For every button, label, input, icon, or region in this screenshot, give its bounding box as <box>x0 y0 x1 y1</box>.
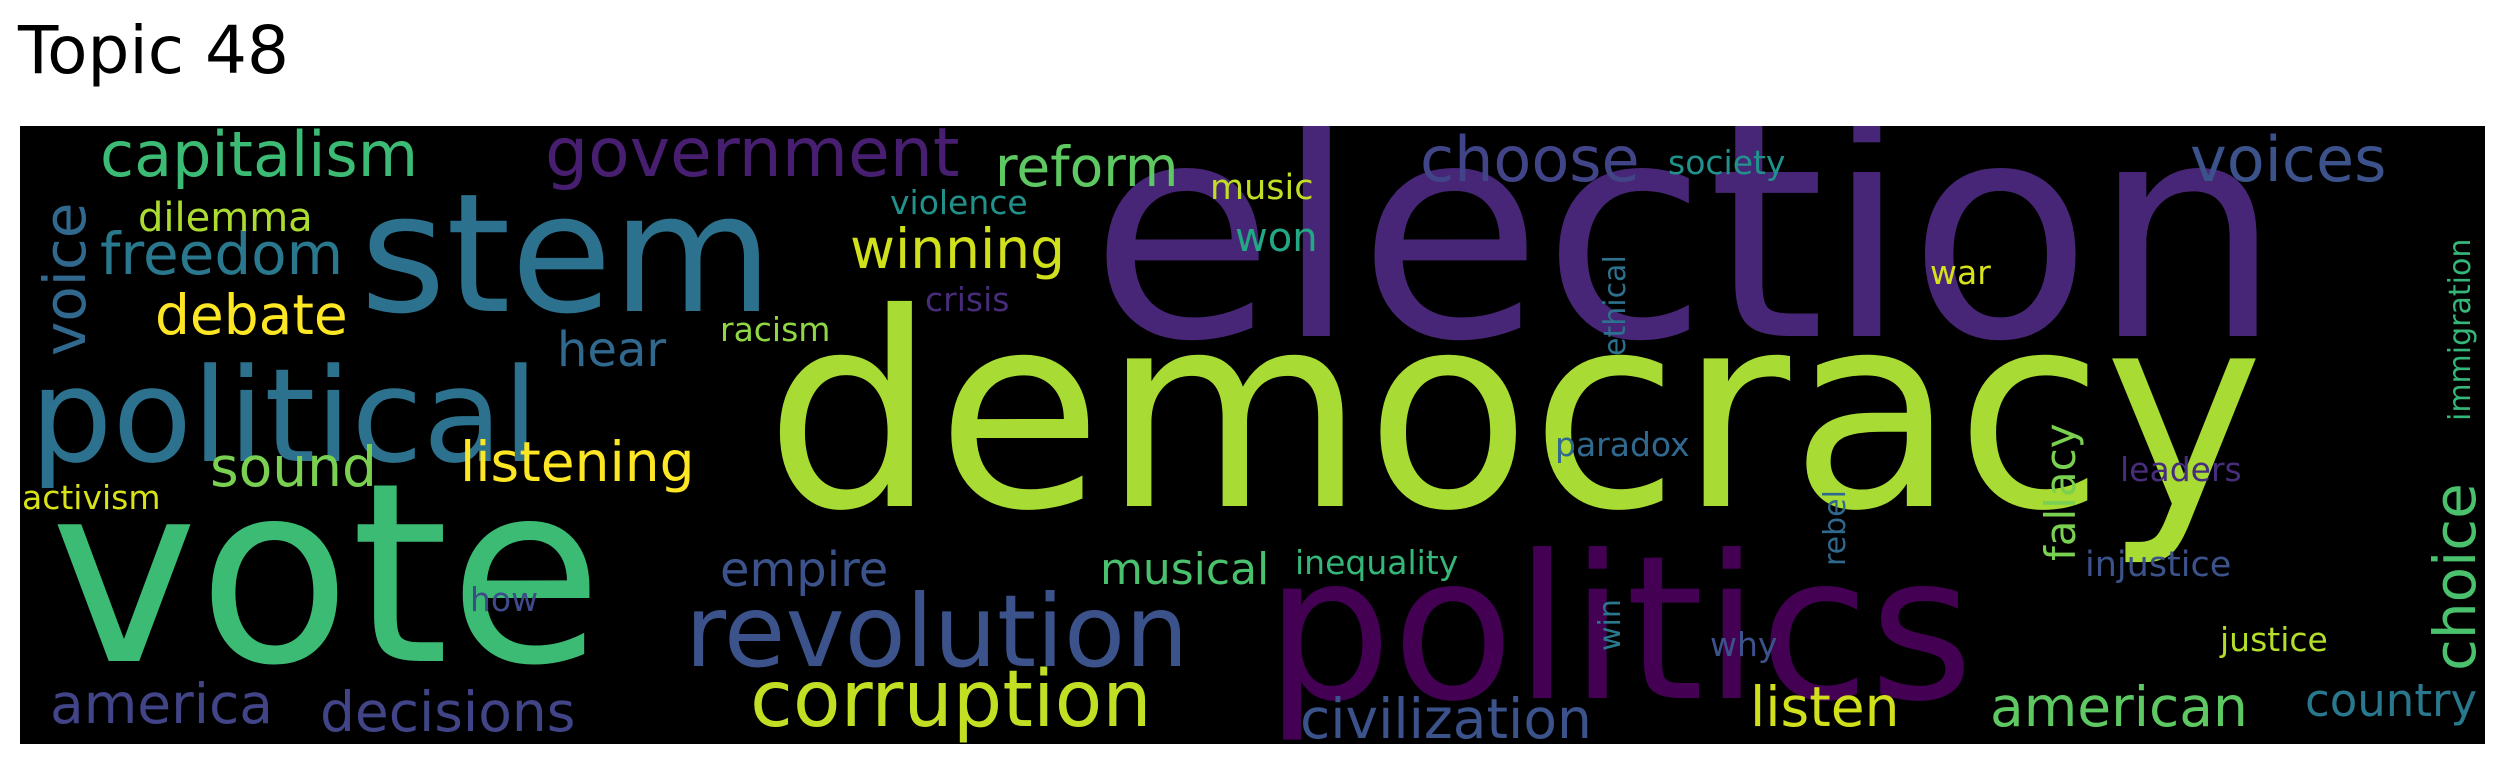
word-empire: empire <box>720 542 888 598</box>
word-reform: reform <box>995 135 1178 199</box>
word-immigration: immigration <box>2443 239 2478 421</box>
word-country: country <box>2305 674 2477 727</box>
word-decisions: decisions <box>320 680 575 744</box>
word-politics: politics <box>1265 513 1974 744</box>
word-paradox: paradox <box>1555 425 1690 464</box>
word-leaders: leaders <box>2120 450 2242 489</box>
word-america: america <box>50 672 273 736</box>
word-hear: hear <box>557 322 666 378</box>
word-freedom: freedom <box>100 220 343 288</box>
word-inequality: inequality <box>1295 543 1458 582</box>
page-title: Topic 48 <box>18 12 289 89</box>
word-society: society <box>1668 143 1785 182</box>
word-choice: choice <box>2421 483 2485 671</box>
word-listening: listening <box>460 430 695 494</box>
word-justice: justice <box>2219 620 2328 659</box>
word-dilemma: dilemma <box>138 195 313 241</box>
word-cloud: election democracy vote politics stem politic… <box>20 126 2485 744</box>
word-stem: stem <box>360 158 773 350</box>
word-fallacy: fallacy <box>2036 423 2085 561</box>
word-activism: activism <box>22 478 161 517</box>
word-choose: choose <box>1420 126 1640 196</box>
word-won: won <box>1235 215 1318 261</box>
word-capitalism: capitalism <box>100 126 418 191</box>
word-rebel: rebel <box>1818 490 1853 566</box>
word-political: political <box>30 340 539 492</box>
word-winning: winning <box>850 217 1065 281</box>
word-racism: racism <box>720 310 830 349</box>
word-war: war <box>1930 253 1991 292</box>
word-injustice: injustice <box>2085 545 2231 585</box>
word-american: american <box>1990 675 2248 739</box>
word-music: music <box>1210 168 1313 208</box>
word-voice: voice <box>31 203 99 357</box>
word-crisis: crisis <box>925 280 1009 319</box>
word-why: why <box>1710 625 1777 664</box>
word-revolution: revolution <box>685 573 1189 690</box>
word-win: win <box>1593 599 1628 651</box>
word-election: election <box>1090 126 2282 407</box>
word-ethical: ethical <box>1598 255 1633 356</box>
word-how: how <box>470 580 538 619</box>
word-corruption: corruption <box>750 655 1152 744</box>
word-civilization: civilization <box>1300 687 1592 744</box>
word-voices: voices <box>2190 126 2386 196</box>
word-sound: sound <box>210 435 377 499</box>
word-government: government <box>545 126 960 193</box>
word-musical: musical <box>1100 544 1269 595</box>
word-listen: listen <box>1750 675 1899 739</box>
word-vote: vote <box>50 429 603 720</box>
word-democracy: democracy <box>765 255 2264 570</box>
word-debate: debate <box>155 283 348 347</box>
word-violence: violence <box>890 183 1028 222</box>
